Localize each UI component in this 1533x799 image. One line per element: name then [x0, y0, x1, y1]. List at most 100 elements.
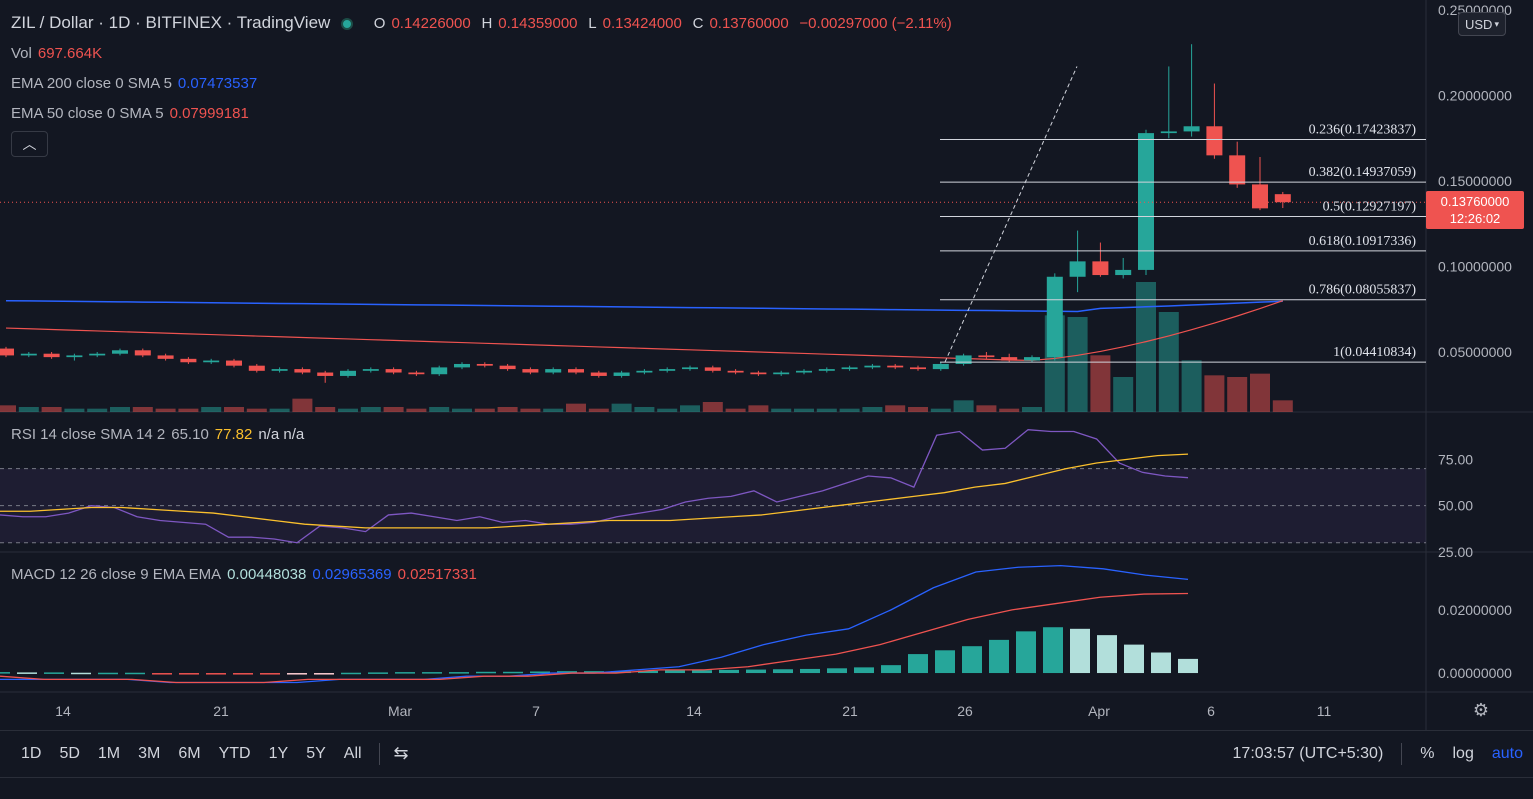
candle-body — [932, 363, 949, 370]
auto-toggle[interactable]: auto — [1491, 745, 1523, 762]
symbol-title[interactable]: ZIL / Dollar · 1D · BITFINEX · TradingVi… — [11, 13, 331, 32]
volume-bar — [383, 407, 404, 412]
macd-histogram-bar — [476, 671, 496, 674]
volume-bar — [634, 407, 655, 412]
time-axis-label: 14 — [686, 703, 702, 719]
rsi-sma-value: 77.82 — [214, 426, 253, 443]
candle-body — [887, 365, 904, 368]
fib-level-label: 0.5(0.12927197) — [1323, 199, 1417, 214]
volume-bar — [452, 408, 472, 412]
candle-body — [978, 355, 995, 358]
volume-value: 697.664K — [37, 45, 103, 62]
macd-histogram-bar — [800, 668, 820, 674]
timeframe-1y[interactable]: 1Y — [268, 744, 289, 762]
ohlc-high: 0.14359000 — [498, 15, 578, 32]
candle-body — [0, 348, 14, 356]
gear-icon[interactable]: ⚙ — [1472, 700, 1490, 720]
macd-histogram-bar — [179, 673, 199, 675]
currency-selector[interactable]: USD ▾ — [1458, 12, 1506, 36]
timeframe-6m[interactable]: 6M — [178, 744, 201, 762]
candle-body — [499, 365, 516, 370]
candle-body — [1206, 126, 1223, 156]
candle-body — [590, 372, 607, 376]
timeframe-1m[interactable]: 1M — [97, 744, 121, 762]
collapse-legend-button[interactable]: ︿ — [11, 131, 48, 157]
macd-line-value: 0.02965369 — [312, 566, 392, 583]
ema50-line — [5, 300, 1283, 362]
volume-bar — [474, 408, 495, 412]
candle-body — [180, 358, 197, 363]
volume-bar — [18, 407, 39, 412]
candle-body — [773, 372, 790, 375]
timeframe-all[interactable]: All — [343, 744, 362, 762]
candle-body — [431, 367, 448, 375]
candle-body — [89, 353, 106, 356]
candle-body — [317, 372, 334, 376]
timeframe-ytd[interactable]: YTD — [218, 744, 251, 762]
volume-bar — [725, 408, 746, 412]
volume-bar — [269, 408, 290, 412]
timeframe-3m[interactable]: 3M — [138, 744, 161, 762]
time-axis-label: 11 — [1317, 703, 1332, 719]
time-axis-label: 26 — [957, 703, 973, 719]
ema50-legend[interactable]: EMA 50 close 0 SMA 5 0.07999181 — [11, 105, 249, 122]
date-range-icon[interactable]: ⇆ — [393, 743, 409, 763]
candle-body — [955, 355, 972, 364]
volume-bar — [771, 408, 792, 412]
volume-bar — [1204, 375, 1225, 412]
macd-histogram-bar — [557, 671, 577, 674]
candle-body — [522, 369, 539, 373]
ohlc-close: 0.13760000 — [709, 15, 789, 32]
candle-body — [1160, 131, 1177, 134]
macd-legend[interactable]: MACD 12 26 close 9 EMA EMA 0.00448038 0.02… — [11, 566, 477, 583]
candle-body — [340, 370, 356, 376]
price-axis-label: 0.10000000 — [1438, 259, 1512, 275]
macd-histogram-bar — [584, 671, 604, 674]
volume-legend[interactable]: Vol 697.664K — [11, 45, 103, 62]
bar-countdown: 12:26:02 — [1449, 211, 1501, 226]
percent-toggle[interactable]: % — [1420, 745, 1435, 762]
macd-histogram-bar — [1016, 631, 1036, 674]
volume-bar — [657, 408, 678, 412]
ema200-value: 0.07473537 — [177, 75, 258, 92]
macd-histogram-bar — [1178, 658, 1198, 674]
last-price-value: 0.13760000 — [1440, 194, 1510, 209]
time-axis-label: Apr — [1088, 703, 1110, 719]
volume-bar — [702, 402, 723, 412]
candle-body — [203, 360, 220, 363]
macd-histogram-bar — [341, 672, 361, 675]
volume-bar — [794, 408, 814, 412]
bottom-toolbar: 1D 5D 1M 3M 6M YTD 1Y 5Y All ⇆ 17:03:57 … — [0, 730, 1533, 776]
timeframe-5d[interactable]: 5D — [59, 744, 80, 762]
candle-body — [659, 369, 676, 371]
macd-signal-line — [0, 592, 1189, 684]
volume-bar — [0, 405, 16, 412]
timeframe-5y[interactable]: 5Y — [306, 744, 326, 762]
rsi-line — [0, 429, 1189, 544]
volume-bar — [201, 407, 222, 412]
timeframe-1d[interactable]: 1D — [21, 744, 42, 762]
volume-bar — [520, 408, 541, 412]
volume-bar — [1181, 360, 1202, 412]
macd-histogram-bar — [530, 671, 550, 674]
candle-body — [1274, 194, 1291, 203]
macd-histogram-bar — [395, 672, 415, 674]
macd-line — [0, 564, 1189, 684]
volume-bar — [1113, 377, 1134, 412]
volume-bar — [976, 405, 997, 412]
clock-display[interactable]: 17:03:57 (UTC+5:30) — [1232, 745, 1384, 762]
log-toggle[interactable]: log — [1452, 745, 1474, 762]
candle-body — [1092, 261, 1109, 276]
macd-histogram-bar — [746, 669, 766, 674]
chevron-up-icon: ︿ — [22, 136, 37, 152]
ema200-legend[interactable]: EMA 200 close 0 SMA 5 0.07473537 — [11, 75, 258, 92]
macd-histogram-bar — [719, 669, 739, 674]
chart-canvas[interactable]: 0.236(0.17423837) 0.382(0.14937059) 0.5(0.… — [0, 0, 1533, 730]
candle-body — [157, 355, 174, 359]
candle-body — [385, 369, 402, 373]
rsi-legend[interactable]: RSI 14 close SMA 14 2 65.10 77.82 n/a n/a — [11, 426, 305, 443]
candle-body — [271, 369, 288, 371]
macd-histogram-bar — [152, 673, 172, 675]
last-price-tag: 0.13760000 12:26:02 — [1426, 191, 1524, 229]
volume-bar — [246, 408, 267, 412]
